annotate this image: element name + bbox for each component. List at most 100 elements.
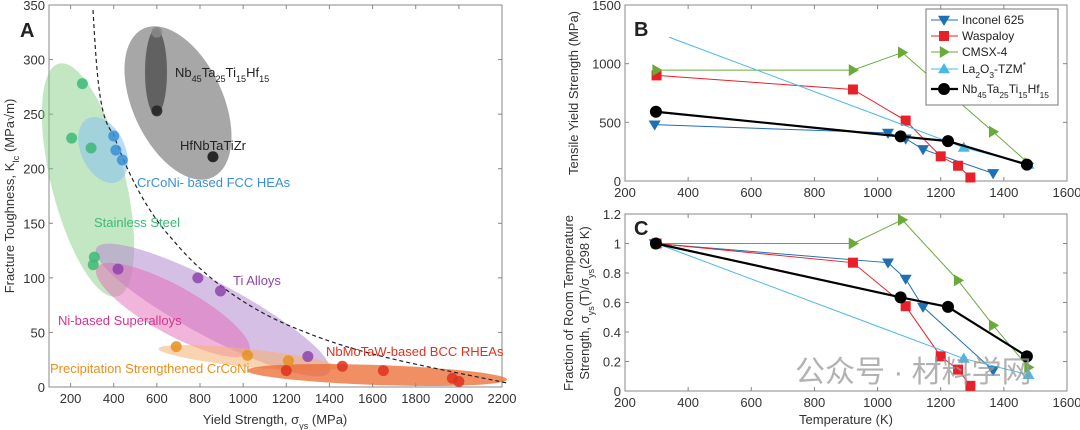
text-segment: CMSX-4 <box>962 45 1008 59</box>
y-tick-label: 1000 <box>592 57 621 72</box>
text-segment: -TZM <box>994 62 1023 76</box>
y-tick-label: 0 <box>614 384 621 399</box>
text-segment: 15 <box>1040 90 1050 100</box>
legend-item: Waspaloy <box>931 29 1014 43</box>
y-tick-label: 250 <box>23 107 45 122</box>
data-point-triangle-down <box>881 128 894 139</box>
data-point-triangle-down <box>987 366 1000 377</box>
text-segment: HfNbTaTiZr <box>180 138 247 153</box>
data-point-square <box>953 160 964 171</box>
group: CrCoNi- based FCC HEAs <box>108 130 291 190</box>
text-segment: Ti <box>1009 82 1019 96</box>
text-segment: CrCoNi- based FCC HEAs <box>137 175 291 190</box>
text-segment: Precipitation Strengthened CrCoNi <box>50 361 250 376</box>
data-point <box>282 355 294 367</box>
data-point <box>76 78 88 90</box>
legend-label: Nb45Ta25Ti15Hf15 <box>962 82 1049 100</box>
y-axis-label: Tensile Yield Strength (MPa) <box>566 11 581 175</box>
data-point-square <box>900 115 911 126</box>
text-segment: Yield Strength, σ <box>203 412 299 427</box>
text-segment: O <box>980 62 989 76</box>
text-segment: Fraction of Room Temperature <box>561 215 576 391</box>
x-tick-label: 600 <box>146 391 168 406</box>
x-tick-label: 600 <box>740 185 762 200</box>
group: Nb45Ta25Ti15Hf15 <box>151 26 269 117</box>
text-segment: (298 K) <box>577 226 592 269</box>
data-point-square <box>847 257 858 268</box>
data-point <box>110 144 122 156</box>
x-tick-label: 400 <box>103 391 125 406</box>
data-point <box>214 285 226 297</box>
legend-label: La2O3-TZM* <box>962 60 1027 80</box>
legend-label: CMSX-4 <box>962 45 1008 59</box>
data-point <box>112 263 124 275</box>
data-point-triangle-down <box>917 302 930 313</box>
y-tick-label: 1500 <box>592 0 621 13</box>
y-tick-label: 50 <box>31 325 45 340</box>
legend-item: Nb45Ta25Ti15Hf15 <box>931 82 1049 100</box>
series-line <box>654 124 994 174</box>
data-point-triangle-right <box>848 237 859 250</box>
data-point-triangle-down <box>648 120 661 131</box>
x-tick-label: 200 <box>60 391 82 406</box>
text-segment: 45 <box>977 90 987 100</box>
x-tick-label: 800 <box>804 185 826 200</box>
data-point-triangle-right <box>988 319 1000 332</box>
x-tick-label: 1600 <box>358 391 387 406</box>
y-tick-label: 0.8 <box>603 266 621 281</box>
y-tick-label: 100 <box>23 271 45 286</box>
group: NbMoTaW-based BCC RHEAs <box>280 344 504 388</box>
text-segment: ys <box>586 268 596 278</box>
x-tick-label: 2000 <box>444 391 473 406</box>
text-segment: 15 <box>1018 90 1028 100</box>
group: Stainless Steel <box>66 78 180 271</box>
data-point-square <box>965 380 976 391</box>
x-tick-label: 800 <box>804 395 826 410</box>
text-segment: Fracture Toughness, K <box>2 162 17 293</box>
x-tick-label: 1400 <box>315 391 344 406</box>
data-point-square <box>900 301 911 312</box>
data-point-circle <box>649 105 662 118</box>
data-point-triangle-down <box>899 274 912 285</box>
x-tick-label: 600 <box>740 395 762 410</box>
x-tick-label: 1600 <box>1053 185 1080 200</box>
x-tick-label: 200 <box>614 395 636 410</box>
x-tick-label: 400 <box>677 395 699 410</box>
x-tick-label: 1000 <box>863 395 892 410</box>
data-point-triangle-right <box>953 274 965 287</box>
legend-item: CMSX-4 <box>931 45 1008 59</box>
y-tick-label: 0 <box>614 174 621 189</box>
y-tick-label: 300 <box>23 53 45 68</box>
y-axis-label-line2: Strength, σys(T)/σys(298 K) <box>577 226 596 379</box>
data-point <box>192 272 204 284</box>
y-tick-label: 0.6 <box>603 296 621 311</box>
x-tick-label: 1200 <box>926 395 955 410</box>
data-point <box>108 130 120 142</box>
data-point-triangle-down <box>917 145 930 156</box>
legend-label: Waspaloy <box>962 29 1014 43</box>
group-label: Nb45Ta25Ti15Hf15 <box>175 65 269 84</box>
text-segment: Stainless Steel <box>94 215 180 230</box>
group: Ti Alloys <box>112 263 314 362</box>
group-label: Precipitation Strengthened CrCoNi <box>50 361 250 376</box>
x-axis-label: Temperature (K) <box>799 412 893 427</box>
panel-label: B <box>634 19 648 41</box>
series <box>649 105 1033 171</box>
group-label: NbMoTaW-based BCC RHEAs <box>326 344 504 359</box>
y-tick-label: 500 <box>599 115 621 130</box>
text-segment: (T)/σ <box>577 278 592 306</box>
x-tick-label: 1600 <box>1053 395 1080 410</box>
group-label: Stainless Steel <box>94 215 180 230</box>
data-point-circle <box>1020 158 1033 171</box>
text-segment: (MPa) <box>308 412 347 427</box>
x-tick-label: 1000 <box>863 185 892 200</box>
panel-label: A <box>20 20 34 42</box>
data-point <box>207 151 219 163</box>
x-tick-label: 2200 <box>488 391 517 406</box>
data-point-square <box>847 84 858 95</box>
series-line <box>656 219 1029 368</box>
y-tick-label: 1.2 <box>603 207 621 222</box>
data-point <box>87 259 99 271</box>
y-tick-label: 0.2 <box>603 355 621 370</box>
data-point <box>280 365 292 377</box>
